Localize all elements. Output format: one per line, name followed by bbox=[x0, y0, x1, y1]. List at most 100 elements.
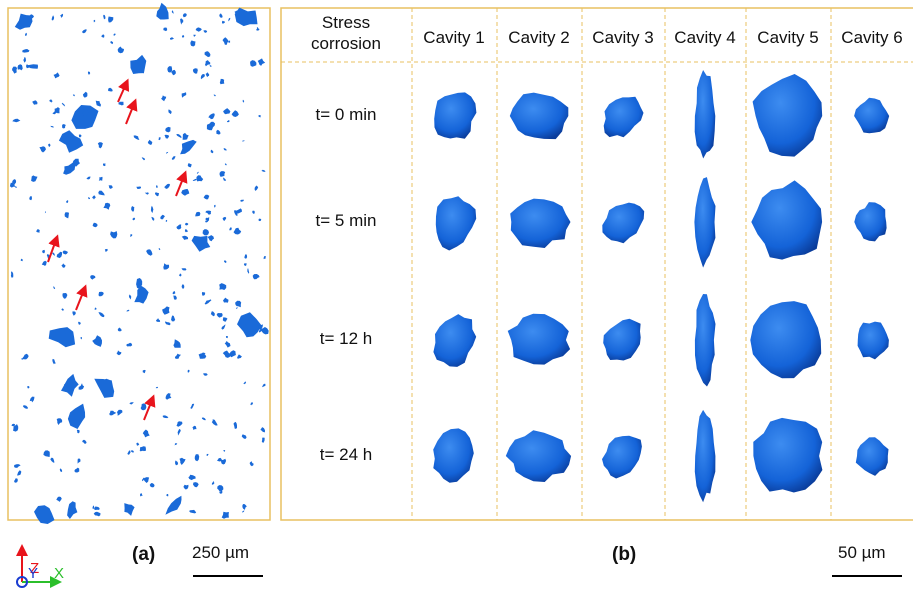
particle bbox=[163, 28, 167, 32]
particle bbox=[94, 507, 100, 511]
particle bbox=[220, 79, 225, 84]
particle bbox=[93, 223, 98, 228]
column-header: Cavity 2 bbox=[508, 28, 569, 48]
cavity-render bbox=[508, 314, 570, 365]
particle bbox=[193, 482, 199, 487]
particle bbox=[178, 429, 181, 436]
particle bbox=[17, 470, 21, 475]
particle bbox=[117, 410, 123, 416]
row-label: t= 24 h bbox=[320, 445, 372, 465]
particle bbox=[196, 175, 203, 181]
particle bbox=[25, 33, 27, 36]
cavity-render bbox=[510, 93, 569, 140]
particle bbox=[190, 40, 195, 46]
particle bbox=[250, 402, 253, 405]
particle bbox=[259, 219, 262, 222]
particle bbox=[176, 224, 181, 229]
particle bbox=[174, 443, 177, 445]
particle bbox=[173, 296, 176, 300]
particle bbox=[65, 212, 69, 218]
particle bbox=[22, 49, 29, 53]
particle bbox=[211, 150, 214, 154]
particle bbox=[109, 411, 116, 416]
particle bbox=[52, 253, 55, 256]
arrow bbox=[76, 290, 84, 310]
particle bbox=[166, 393, 172, 400]
particle bbox=[39, 146, 46, 152]
particle bbox=[259, 329, 263, 333]
particle bbox=[211, 311, 215, 316]
scale-text-b: 50 µm bbox=[838, 543, 886, 563]
particle bbox=[226, 336, 228, 338]
particle bbox=[204, 195, 210, 200]
particle bbox=[59, 130, 83, 152]
particle bbox=[166, 494, 168, 496]
particle bbox=[92, 335, 102, 347]
particle bbox=[161, 95, 166, 101]
particle bbox=[210, 65, 212, 67]
particle bbox=[205, 299, 212, 304]
particle bbox=[203, 373, 208, 376]
particle bbox=[232, 110, 239, 117]
cavity-render bbox=[858, 322, 889, 360]
particle bbox=[74, 468, 79, 473]
particle bbox=[195, 454, 200, 461]
particle bbox=[163, 263, 169, 269]
particle bbox=[235, 8, 258, 27]
particle bbox=[180, 458, 186, 465]
cavity-render bbox=[753, 74, 823, 157]
particle bbox=[185, 223, 188, 226]
particle bbox=[192, 426, 196, 430]
particle bbox=[205, 211, 211, 215]
particle bbox=[166, 152, 168, 154]
particle bbox=[73, 94, 75, 96]
particle bbox=[141, 403, 147, 410]
particle bbox=[50, 458, 54, 463]
particle bbox=[94, 512, 101, 517]
particle bbox=[71, 105, 98, 129]
particle bbox=[223, 108, 230, 114]
particle bbox=[242, 510, 244, 512]
y-axis-label: Y bbox=[28, 565, 38, 582]
particle bbox=[52, 359, 56, 364]
particle bbox=[144, 477, 149, 483]
particle bbox=[61, 263, 65, 267]
particle bbox=[45, 211, 46, 213]
particle bbox=[129, 402, 134, 404]
particle bbox=[126, 343, 132, 347]
particle bbox=[242, 434, 247, 439]
particle bbox=[151, 217, 154, 221]
particle bbox=[262, 437, 265, 443]
particle bbox=[80, 337, 82, 339]
particle bbox=[250, 461, 254, 466]
cavity-render bbox=[604, 97, 644, 138]
particle bbox=[79, 134, 82, 137]
particle bbox=[86, 177, 90, 180]
particle bbox=[223, 450, 225, 452]
particle bbox=[236, 307, 238, 309]
particle bbox=[118, 47, 124, 54]
particle bbox=[228, 18, 230, 22]
particle bbox=[208, 235, 214, 241]
particle bbox=[145, 192, 149, 194]
particle bbox=[110, 41, 113, 44]
particle bbox=[222, 512, 229, 519]
particle bbox=[96, 101, 101, 107]
particle bbox=[177, 421, 183, 427]
particle bbox=[98, 312, 104, 317]
particle bbox=[182, 35, 184, 38]
particle bbox=[130, 55, 146, 74]
cavity-render bbox=[602, 436, 642, 479]
particle bbox=[183, 485, 188, 490]
particle bbox=[140, 493, 143, 496]
particle bbox=[101, 35, 104, 38]
particle bbox=[18, 64, 23, 70]
particle bbox=[108, 88, 113, 92]
particle bbox=[156, 387, 158, 389]
particle bbox=[219, 283, 226, 290]
particle bbox=[165, 135, 170, 139]
particle bbox=[182, 284, 185, 289]
particle bbox=[225, 341, 231, 348]
particle bbox=[188, 163, 192, 167]
particle bbox=[12, 119, 20, 123]
